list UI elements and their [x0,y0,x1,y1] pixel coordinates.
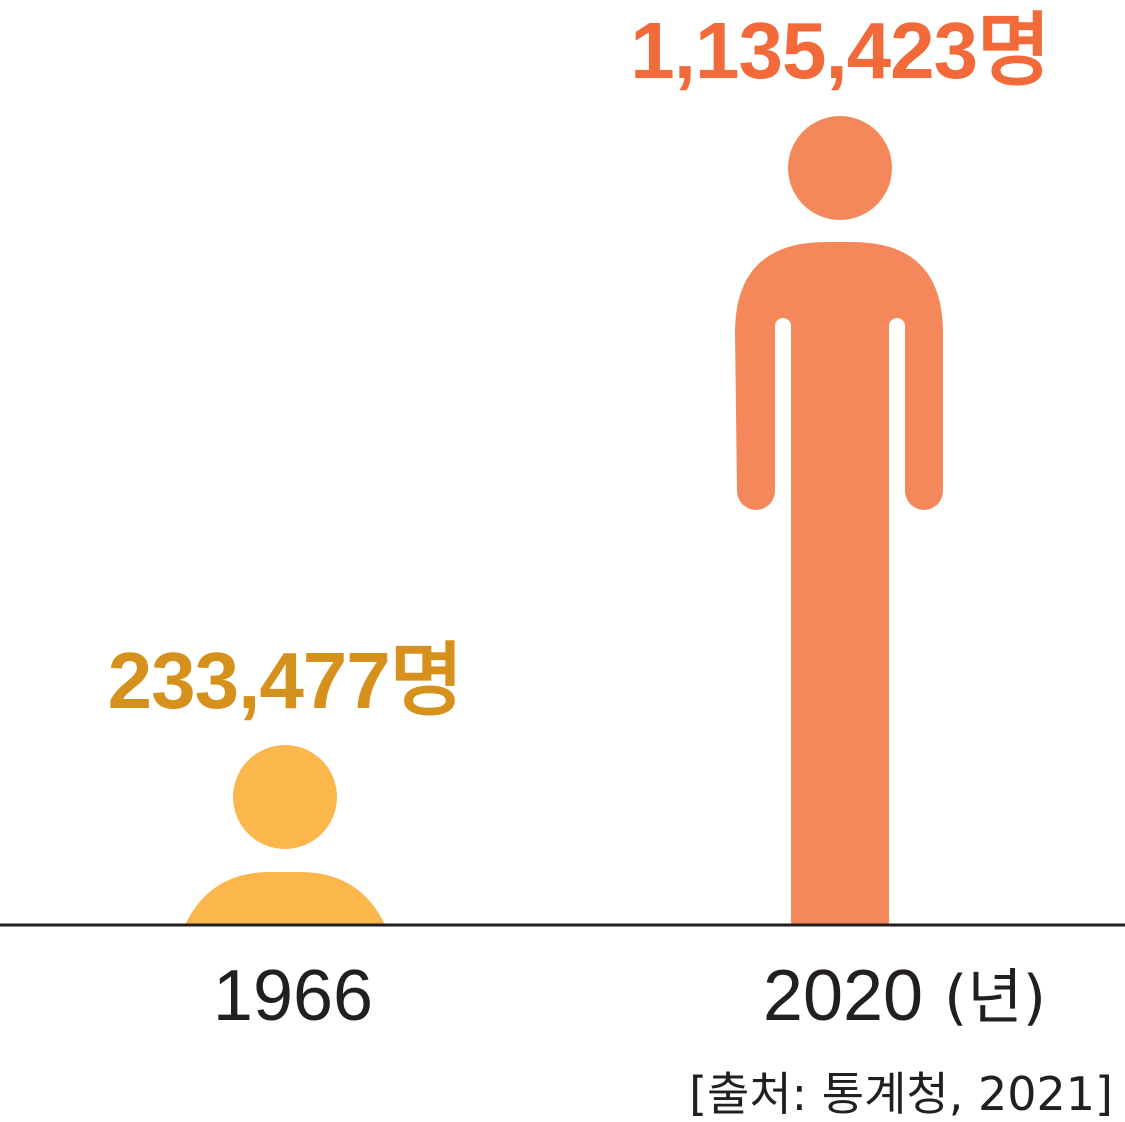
value-label-2020: 1,135,423명 [630,6,1050,95]
value-label-1966: 233,477명 [108,636,463,725]
bar-2020-person-figure [735,116,943,925]
x-tick-label-1966: 1966 [213,956,373,1036]
x-axis-unit-label: (년) [944,963,1046,1033]
bar-1966-body [185,872,385,925]
bar-1966-head [233,745,337,849]
source-label: [출처: 통계청, 2021] [689,1067,1113,1121]
bar-1966-person-figure [185,745,385,925]
bar-2020-body [735,242,943,925]
x-tick-label-2020: 2020 [763,956,923,1036]
bar-2020-head [788,116,892,220]
